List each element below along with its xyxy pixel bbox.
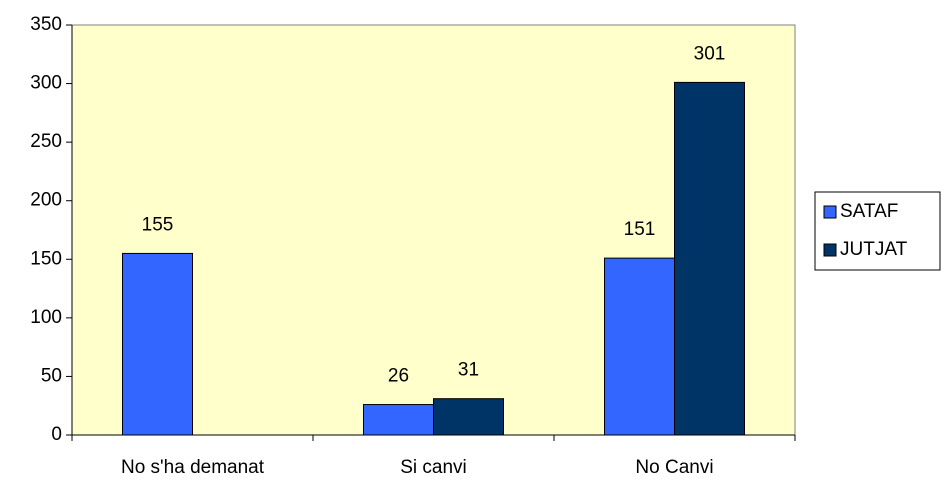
y-tick-label: 350 xyxy=(30,14,62,35)
y-tick-label: 150 xyxy=(30,248,62,269)
bar xyxy=(122,252,193,436)
data-label: 31 xyxy=(458,360,479,381)
y-tick-label: 50 xyxy=(41,365,62,386)
x-tick-label: Si canvi xyxy=(400,457,467,478)
bar xyxy=(674,81,745,436)
legend-label: JUTJAT xyxy=(840,239,908,260)
x-tick-label: No Canvi xyxy=(635,457,713,478)
legend-swatch xyxy=(823,205,837,219)
bar xyxy=(433,398,504,436)
bar xyxy=(363,404,434,436)
y-tick-label: 300 xyxy=(30,73,62,94)
y-tick-label: 250 xyxy=(30,131,62,152)
data-label: 155 xyxy=(142,214,174,235)
data-label: 301 xyxy=(694,43,726,64)
legend-box xyxy=(814,191,941,271)
x-tick-label: No s'ha demanat xyxy=(121,457,265,478)
bar xyxy=(604,257,675,436)
legend-swatch xyxy=(823,243,837,257)
data-label: 26 xyxy=(388,366,409,387)
y-tick-label: 200 xyxy=(30,190,62,211)
y-tick-label: 0 xyxy=(51,424,62,445)
legend-label: SATAF xyxy=(840,201,898,222)
y-tick-label: 100 xyxy=(30,307,62,328)
data-label: 151 xyxy=(624,219,656,240)
